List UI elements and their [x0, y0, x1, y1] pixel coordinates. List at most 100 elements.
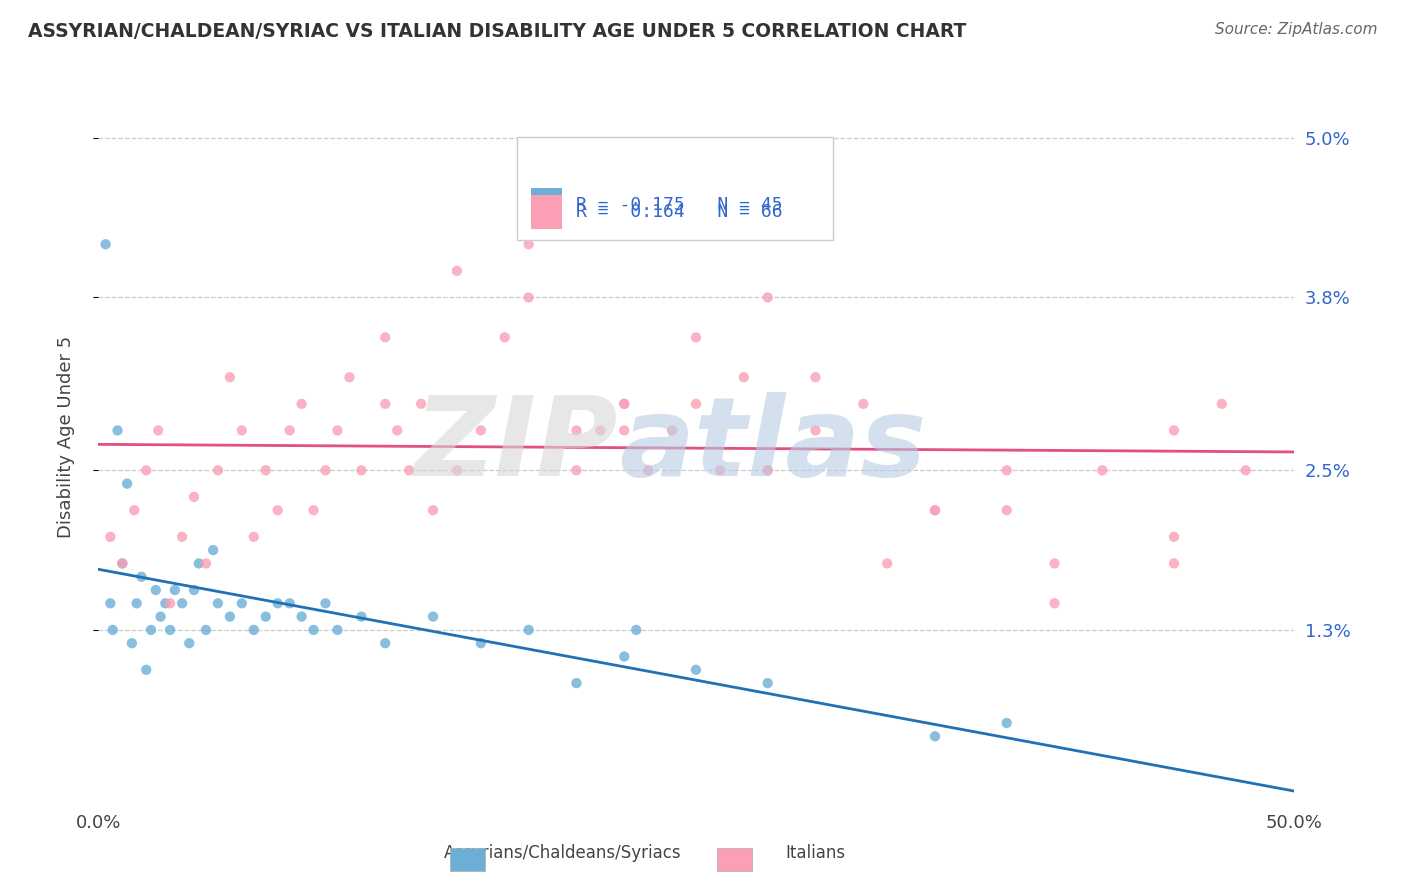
Point [163, 582, 186, 597]
Point [804, 370, 827, 384]
Point [804, 424, 827, 438]
Point [302, 623, 325, 637]
Point [1043, 557, 1066, 571]
Point [756, 676, 779, 690]
Point [995, 716, 1018, 731]
Point [172, 596, 194, 610]
Point [326, 623, 349, 637]
Point [733, 370, 755, 384]
Point [626, 623, 648, 637]
Point [350, 609, 373, 624]
Point [179, 636, 201, 650]
Point [145, 582, 167, 597]
Point [135, 663, 157, 677]
Point [685, 330, 707, 344]
Point [541, 197, 564, 211]
Point [1163, 424, 1185, 438]
Point [187, 557, 209, 571]
Text: R =  0.164   N = 66: R = 0.164 N = 66 [576, 203, 782, 221]
Point [267, 503, 290, 517]
Point [243, 530, 266, 544]
Point [756, 463, 779, 477]
Point [924, 503, 946, 517]
Point [876, 557, 898, 571]
Point [139, 623, 162, 637]
Point [374, 330, 396, 344]
Point [111, 557, 134, 571]
Point [278, 596, 301, 610]
Point [374, 636, 396, 650]
Point [243, 623, 266, 637]
Point [115, 476, 138, 491]
Point [155, 596, 177, 610]
Text: ZIP: ZIP [415, 392, 619, 500]
Point [470, 424, 492, 438]
Point [101, 623, 124, 637]
Point [315, 596, 337, 610]
Point [231, 424, 253, 438]
Point [291, 609, 314, 624]
Point [613, 424, 636, 438]
Point [517, 623, 540, 637]
Point [135, 463, 157, 477]
Text: Italians: Italians [786, 844, 845, 862]
Point [195, 557, 218, 571]
Point [613, 649, 636, 664]
Point [315, 463, 337, 477]
Point [565, 676, 588, 690]
Point [291, 397, 314, 411]
Point [517, 290, 540, 304]
Point [1163, 530, 1185, 544]
Point [219, 370, 242, 384]
Point [98, 530, 122, 544]
Point [107, 424, 129, 438]
Point [1211, 397, 1233, 411]
Point [661, 424, 683, 438]
Point [172, 530, 194, 544]
Point [374, 397, 396, 411]
Point [924, 503, 946, 517]
Point [517, 237, 540, 252]
Point [149, 609, 172, 624]
Point [159, 596, 181, 610]
Point [685, 663, 707, 677]
Point [207, 463, 229, 477]
Point [411, 397, 433, 411]
Point [124, 503, 146, 517]
Point [637, 463, 659, 477]
Text: Source: ZipAtlas.com: Source: ZipAtlas.com [1215, 22, 1378, 37]
Point [995, 503, 1018, 517]
Text: R = -0.175   N = 45: R = -0.175 N = 45 [576, 195, 782, 213]
Point [565, 463, 588, 477]
Point [267, 596, 290, 610]
Point [1234, 463, 1257, 477]
Point [685, 397, 707, 411]
Point [446, 463, 468, 477]
Point [183, 582, 205, 597]
Point [231, 596, 253, 610]
Point [94, 237, 117, 252]
Point [756, 290, 779, 304]
Point [98, 596, 122, 610]
Point [219, 609, 242, 624]
Point [422, 609, 444, 624]
Point [1043, 596, 1066, 610]
Point [1091, 463, 1114, 477]
Point [159, 623, 181, 637]
Point [446, 264, 468, 278]
Point [756, 463, 779, 477]
Point [111, 557, 134, 571]
Text: atlas: atlas [619, 392, 927, 500]
Point [125, 596, 148, 610]
Point [398, 463, 420, 477]
Point [278, 424, 301, 438]
Point [385, 424, 409, 438]
Point [709, 463, 731, 477]
Point [254, 609, 277, 624]
Point [302, 503, 325, 517]
Point [339, 370, 361, 384]
Point [422, 503, 444, 517]
Point [995, 463, 1018, 477]
Point [470, 636, 492, 650]
Text: ASSYRIAN/CHALDEAN/SYRIAC VS ITALIAN DISABILITY AGE UNDER 5 CORRELATION CHART: ASSYRIAN/CHALDEAN/SYRIAC VS ITALIAN DISA… [28, 22, 966, 41]
